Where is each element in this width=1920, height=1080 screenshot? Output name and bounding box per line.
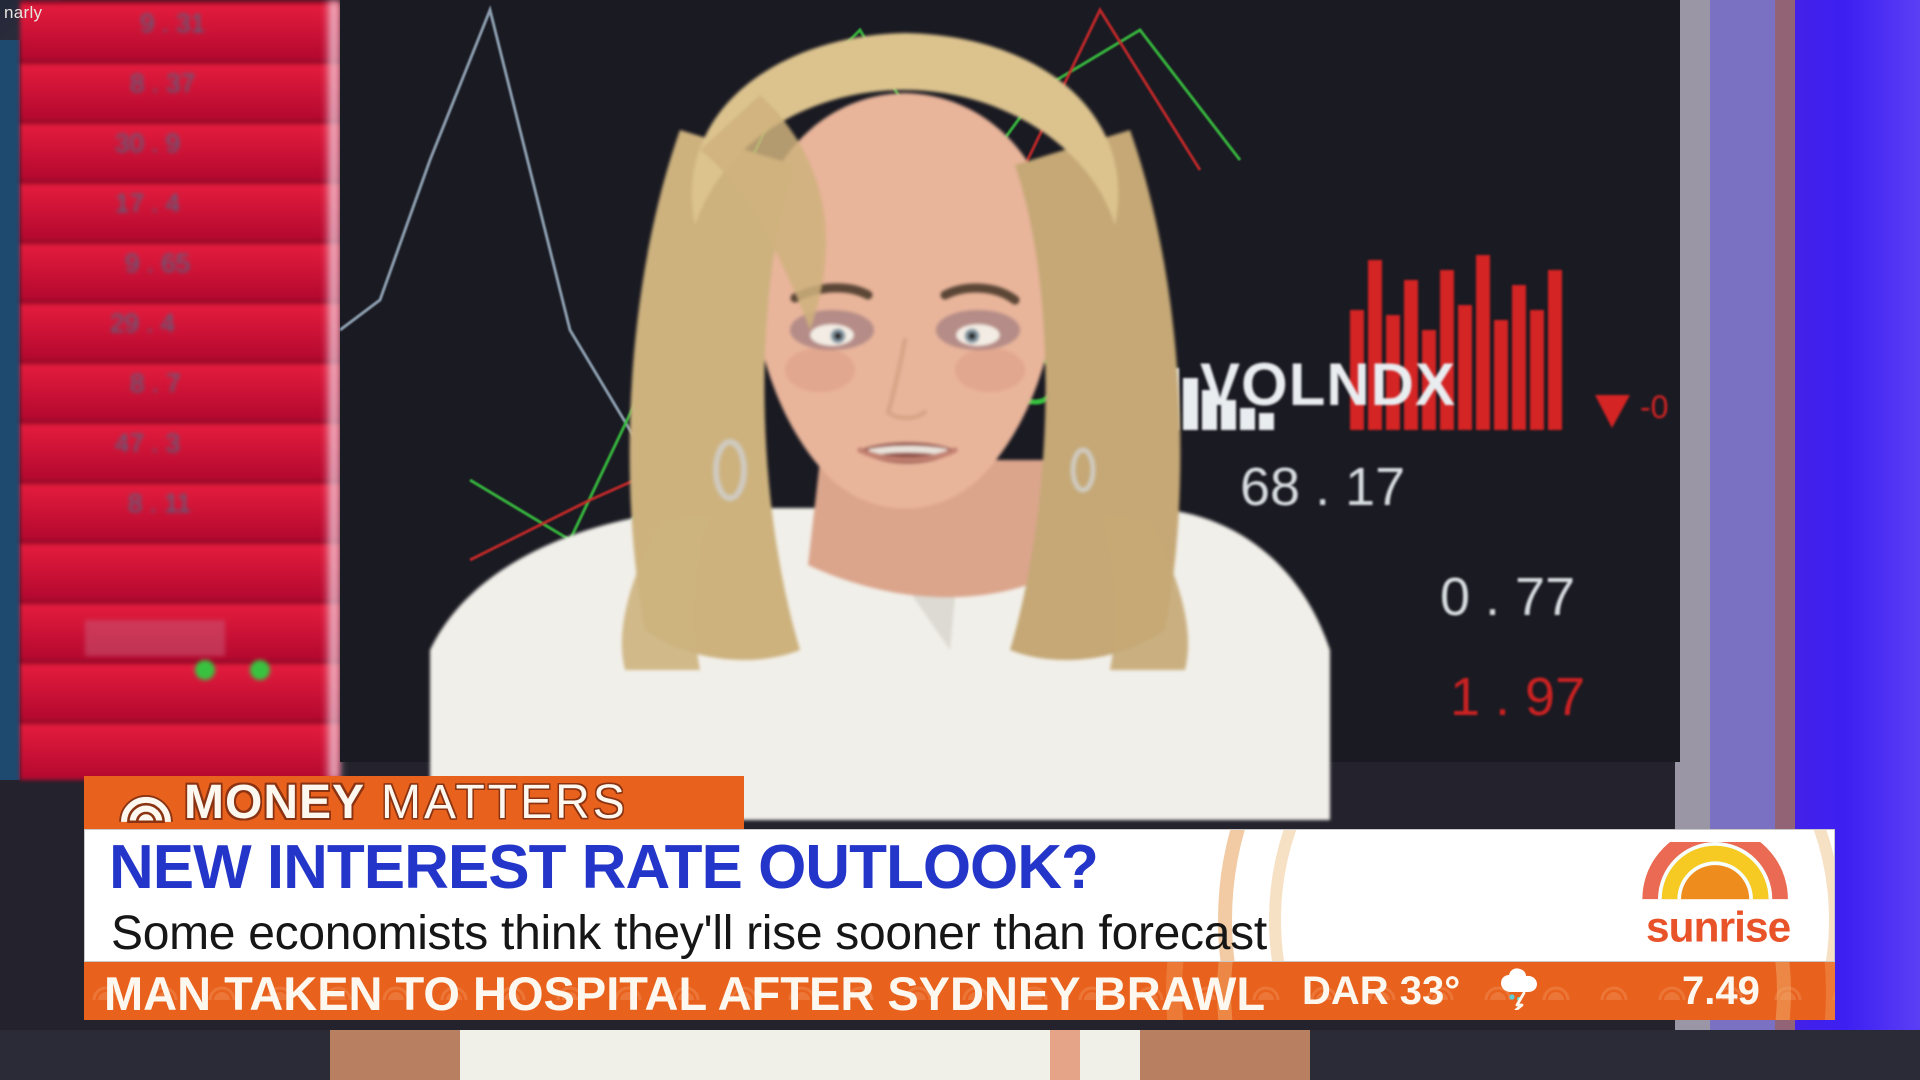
svg-text:sunrise: sunrise bbox=[1646, 904, 1791, 948]
